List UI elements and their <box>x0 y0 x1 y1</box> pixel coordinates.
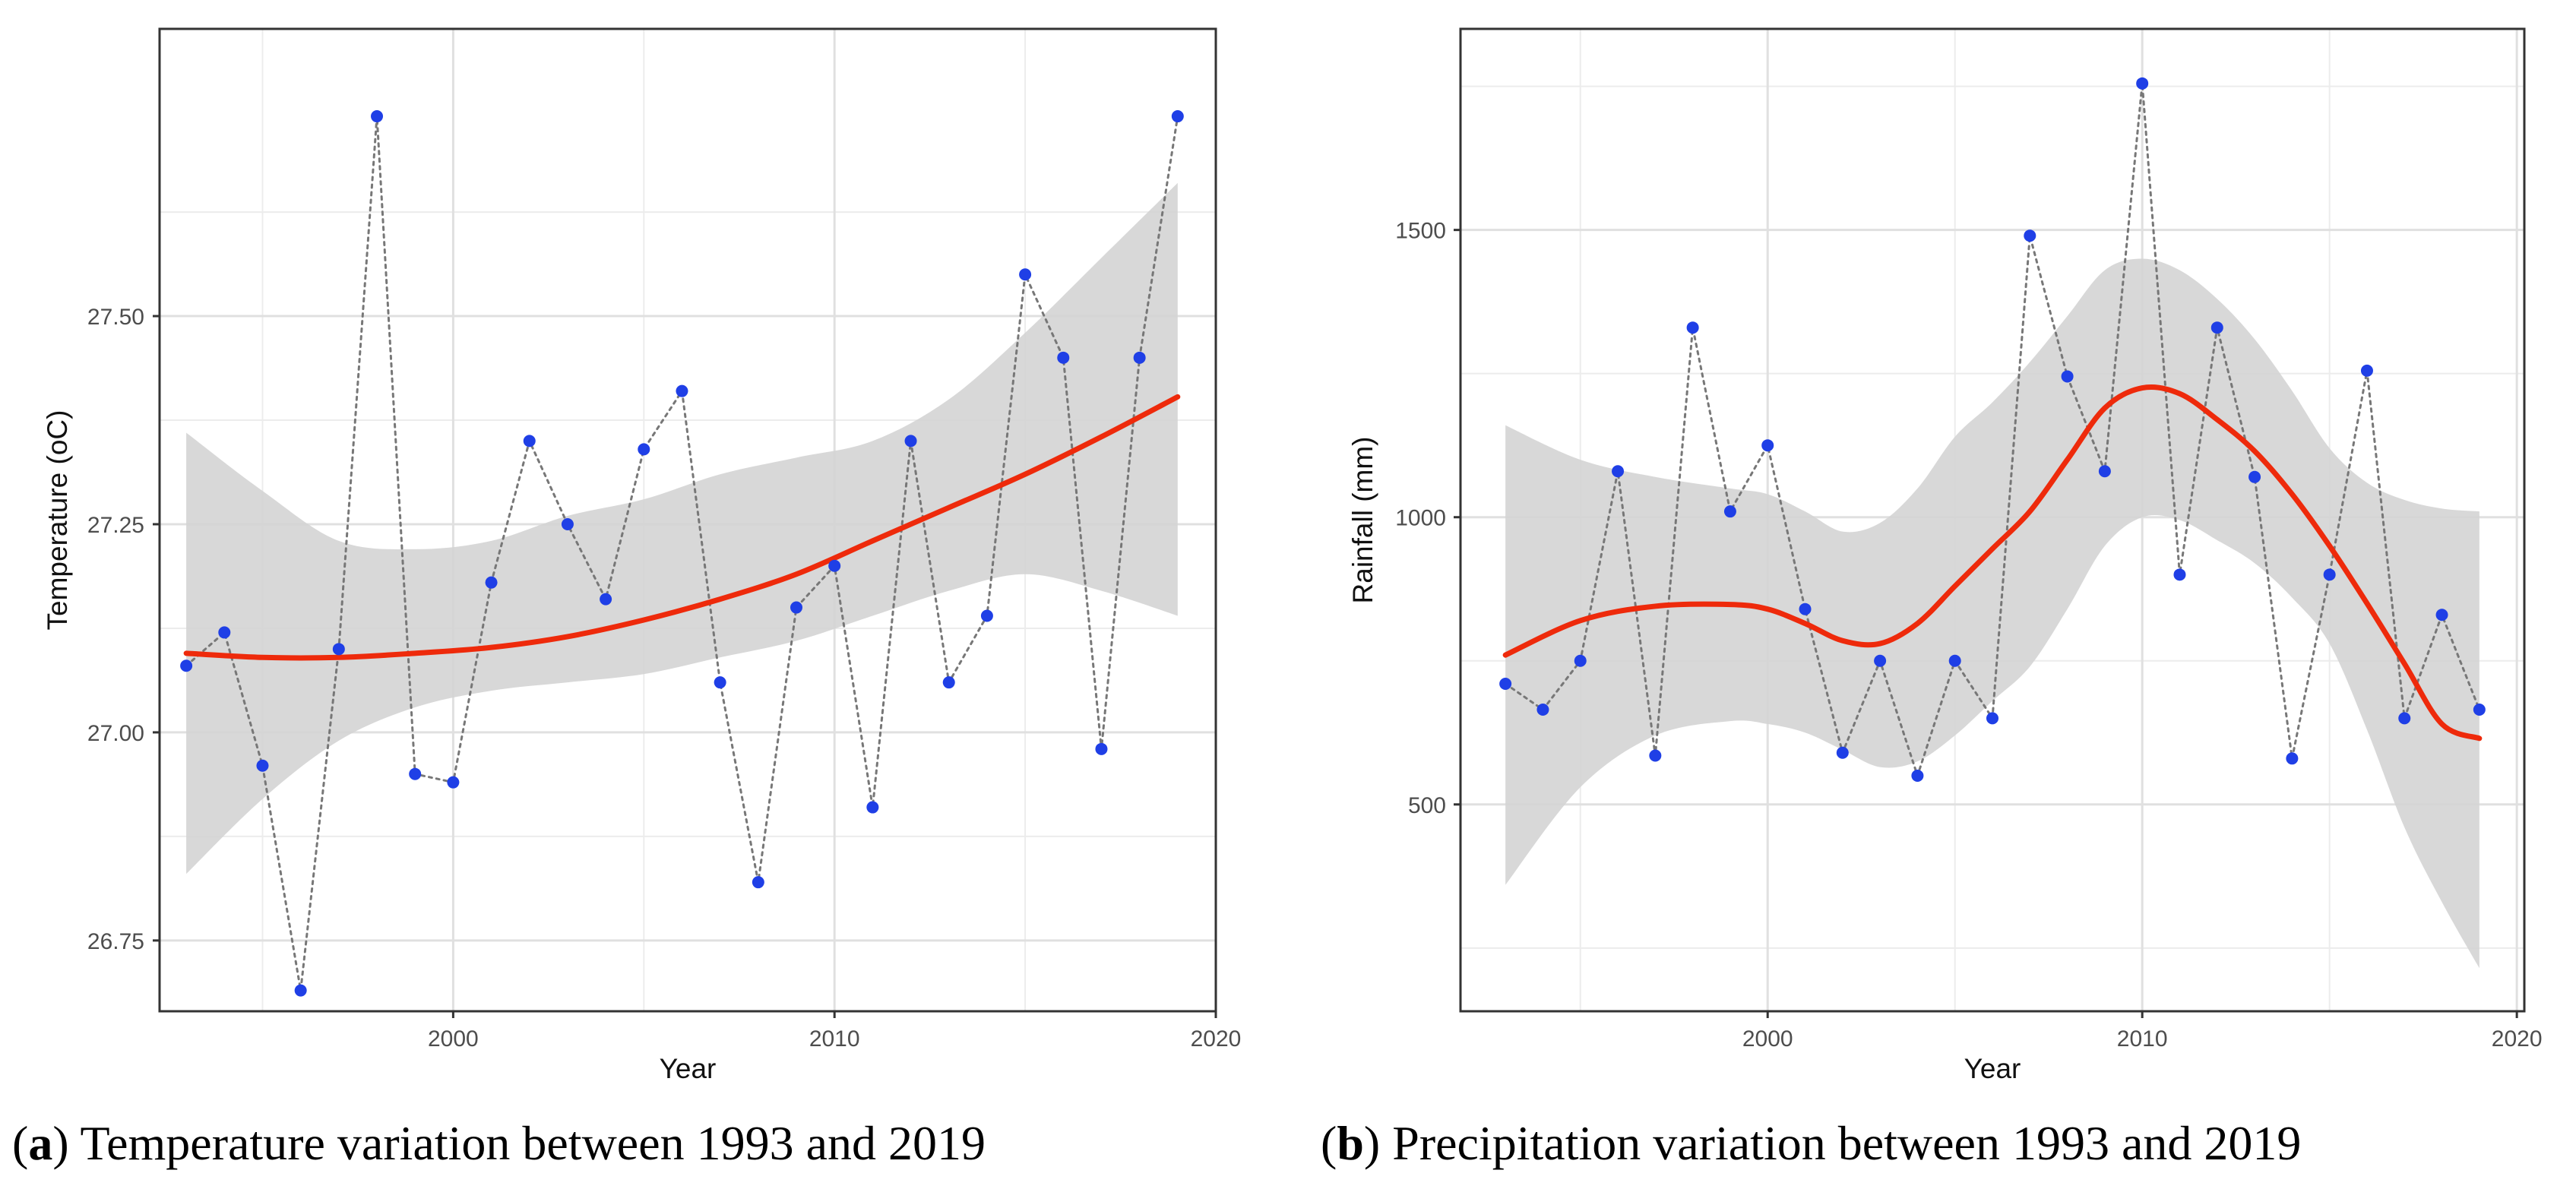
data-point <box>561 517 574 530</box>
x-tick-label: 2000 <box>428 1026 479 1052</box>
x-tick-label: 2010 <box>809 1026 860 1052</box>
data-point <box>523 435 536 448</box>
data-point <box>1948 654 1961 667</box>
data-point <box>1761 439 1774 452</box>
data-point <box>1911 769 1924 782</box>
data-point <box>676 384 688 397</box>
data-point <box>2360 364 2373 377</box>
y-axis-label: Rainfall (mm) <box>1347 437 1378 604</box>
data-point <box>980 609 993 622</box>
data-point <box>256 759 269 772</box>
data-point <box>2473 704 2486 716</box>
data-point <box>2061 370 2074 383</box>
data-point <box>942 676 955 689</box>
data-point <box>1133 351 1146 364</box>
data-point <box>752 876 764 889</box>
y-tick-label: 500 <box>1408 793 1446 818</box>
data-point <box>2210 321 2223 334</box>
caption-a-text: Temperature variation between 1993 and 2… <box>80 1116 986 1170</box>
caption-b: (b) Precipitation variation between 1993… <box>1321 1116 2302 1170</box>
y-tick-label: 27.00 <box>87 721 144 746</box>
y-tick-label: 27.25 <box>87 513 144 538</box>
data-point <box>371 110 384 123</box>
chart-panel-a: 2000 2010 2020 26.75 27.00 27.25 27.50 Year Temp… <box>42 27 1242 1084</box>
data-point <box>218 626 231 639</box>
caption-b-text: Precipitation variation between 1993 and… <box>1392 1116 2302 1170</box>
data-point <box>1649 749 1662 762</box>
data-point <box>790 601 803 614</box>
data-point <box>1171 110 1184 123</box>
x-tick-label: 2000 <box>1742 1026 1793 1052</box>
data-point <box>180 659 193 672</box>
data-point <box>904 435 917 448</box>
data-point <box>409 767 422 780</box>
data-point <box>714 676 726 689</box>
data-point <box>638 443 650 456</box>
x-tick-label: 2010 <box>2117 1026 2168 1052</box>
data-point <box>447 776 460 789</box>
data-point <box>2286 752 2299 765</box>
data-point <box>1723 505 1736 518</box>
data-point <box>866 801 879 814</box>
x-axis-label: Year <box>660 1053 717 1084</box>
data-point <box>2024 229 2036 242</box>
data-point <box>332 643 345 656</box>
chart-panel-b: 2000 2010 2020 500 1000 1500 Year Rainfall (mm) <box>1347 27 2543 1084</box>
data-point <box>600 593 612 606</box>
confidence-band <box>186 182 1178 874</box>
x-tick-label: 2020 <box>1191 1026 1242 1052</box>
x-axis-label: Year <box>1964 1053 2021 1084</box>
data-point <box>1536 704 1549 716</box>
trend-line <box>1502 384 2483 742</box>
data-point <box>1799 602 1812 615</box>
data-point <box>2136 77 2149 90</box>
data-point <box>1574 654 1587 667</box>
caption-a: (a) Temperature variation between 1993 a… <box>12 1116 986 1170</box>
data-point <box>1095 742 1108 755</box>
data-point <box>1836 746 1849 759</box>
data-point <box>2323 568 2336 581</box>
data-point <box>2248 470 2261 483</box>
plot-frame <box>1459 27 2526 1013</box>
caption-b-letter: b <box>1337 1116 1364 1170</box>
y-tick-label: 1000 <box>1395 506 1446 531</box>
trend-line <box>183 394 1181 661</box>
y-tick-label: 1500 <box>1395 219 1446 244</box>
y-tick-label: 27.50 <box>87 305 144 330</box>
data-point <box>2435 609 2448 621</box>
plot-frame <box>158 27 1217 1013</box>
data-point <box>2098 465 2111 478</box>
y-axis-label: Temperature (oC) <box>42 410 73 631</box>
data-point <box>1019 268 1032 281</box>
data-point <box>1612 465 1625 478</box>
data-point <box>1057 351 1070 364</box>
caption-a-letter: a <box>28 1116 53 1170</box>
data-point <box>1874 654 1887 667</box>
y-tick-label: 26.75 <box>87 929 144 954</box>
x-tick-label: 2020 <box>2492 1026 2543 1052</box>
data-point <box>485 576 498 589</box>
data-point <box>828 559 841 572</box>
data-point <box>294 984 307 997</box>
data-point <box>2173 568 2186 581</box>
data-point <box>1499 678 1512 690</box>
data-point <box>1986 712 1998 725</box>
data-point <box>1686 321 1699 334</box>
data-point <box>2398 712 2411 725</box>
